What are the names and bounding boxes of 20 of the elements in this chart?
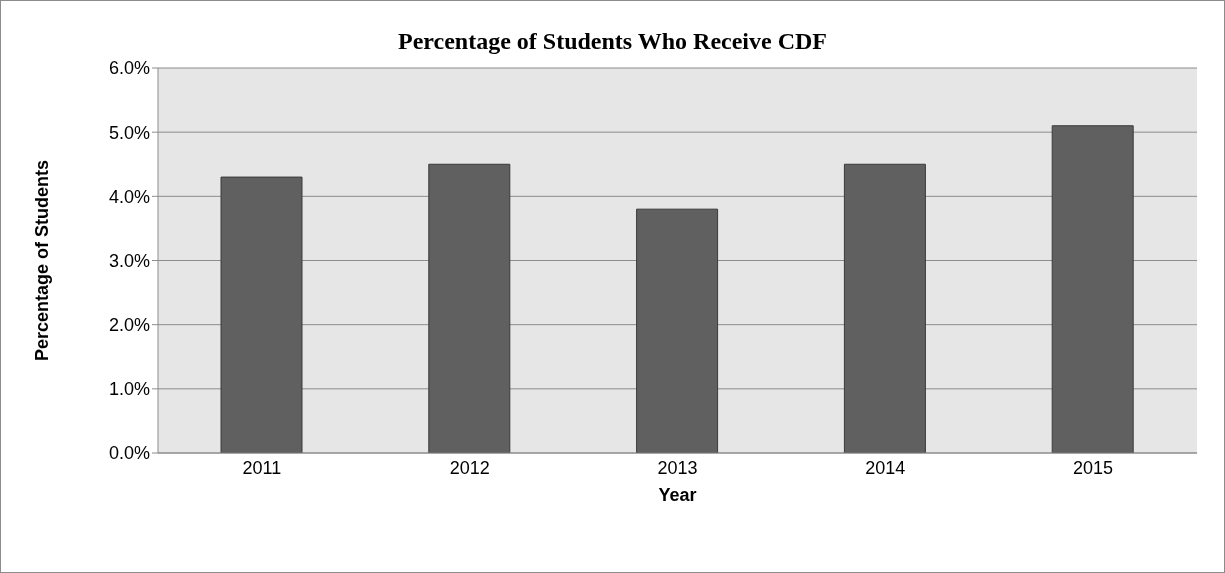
y-tick-label: 0.0%	[108, 443, 150, 464]
x-tick-label: 2015	[1073, 457, 1114, 478]
y-tick-label: 6.0%	[108, 58, 150, 79]
x-axis-title: Year	[658, 485, 697, 505]
y-tick-label: 2.0%	[108, 315, 150, 336]
chart-title: Percentage of Students Who Receive CDF	[396, 28, 828, 55]
y-tick-label: 4.0%	[108, 186, 150, 207]
bar	[843, 163, 926, 453]
x-tick-label: 2012	[449, 457, 490, 478]
x-tick-label: 2011	[242, 457, 282, 478]
y-tick-label: 1.0%	[108, 379, 150, 400]
bar	[1051, 125, 1134, 453]
x-tick-label: 2013	[657, 457, 698, 478]
y-axis-title: Percentage of Students	[32, 159, 53, 362]
y-tick-label: 3.0%	[108, 250, 150, 271]
y-tick-label: 5.0%	[108, 122, 150, 143]
bar	[220, 176, 303, 453]
bar	[428, 163, 511, 453]
bar	[636, 208, 719, 453]
x-tick-label: 2014	[865, 457, 906, 478]
